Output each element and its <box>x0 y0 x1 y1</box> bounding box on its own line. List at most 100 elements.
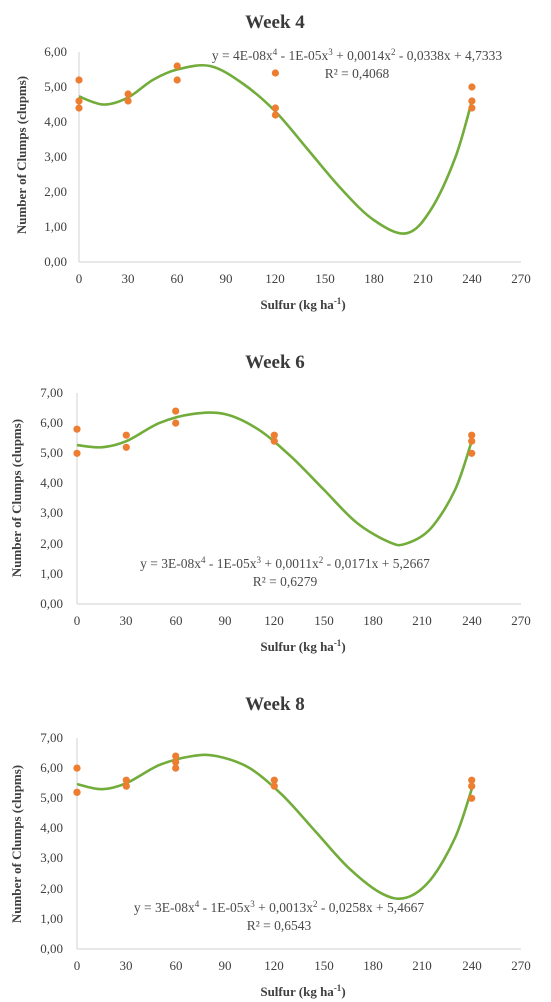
data-point <box>468 431 476 439</box>
x-tick-label: 0 <box>74 958 81 973</box>
x-tick-label: 60 <box>170 958 183 973</box>
x-axis-label: Sulfur (kg ha-1) <box>260 638 345 654</box>
x-tick-label: 30 <box>122 271 135 286</box>
data-point <box>468 437 476 445</box>
y-tick-label: 2,00 <box>44 184 67 199</box>
trendline-equation: y = 4E-08x4 - 1E-05x3 + 0,0014x2 - 0,033… <box>212 47 502 63</box>
trendline <box>76 753 473 901</box>
x-tick-label: 180 <box>363 958 383 973</box>
data-point <box>468 776 476 784</box>
data-point <box>270 431 278 439</box>
x-tick-label: 120 <box>264 958 284 973</box>
x-axis-label-close: ) <box>341 639 345 654</box>
x-tick-label: 60 <box>170 613 183 628</box>
x-axis-label-main: Sulfur (kg ha <box>260 297 334 312</box>
data-point <box>468 104 476 112</box>
data-point <box>172 758 180 766</box>
x-ticks: 0 30 60 90 120 150 180 210 240 270 <box>74 613 531 628</box>
data-point <box>172 407 180 415</box>
y-tick-label: 0,00 <box>44 254 67 269</box>
x-tick-label: 150 <box>314 958 334 973</box>
data-point <box>271 69 279 77</box>
data-point <box>468 782 476 790</box>
data-point <box>271 104 279 112</box>
y-tick-label: 5,00 <box>40 790 63 805</box>
data-point <box>122 443 130 451</box>
chart-week-6: Week 6 Number of Clumps (clupms) Sulfur … <box>9 352 531 654</box>
y-ticks: 0,00 1,00 2,00 3,00 4,00 5,00 6,00 <box>44 44 67 269</box>
x-tick-label: 210 <box>413 271 433 286</box>
y-axis-label: Number of Clumps (clupms) <box>14 76 29 234</box>
x-axis-label-main: Sulfur (kg ha <box>260 639 334 654</box>
data-point <box>73 449 81 457</box>
x-tick-label: 240 <box>462 613 482 628</box>
data-points <box>73 752 476 802</box>
x-tick-label: 0 <box>74 613 81 628</box>
data-point <box>468 97 476 105</box>
r-squared-label: R² = 0,4068 <box>325 66 390 81</box>
y-axis-label: Number of Clumps (clupms) <box>9 765 24 923</box>
data-point <box>75 76 83 84</box>
chart-title: Week 8 <box>245 694 305 715</box>
data-point <box>124 97 132 105</box>
y-tick-label: 0,00 <box>40 941 63 956</box>
x-axis-label-exponent: -1 <box>334 983 342 993</box>
y-tick-label: 6,00 <box>40 760 63 775</box>
y-tick-label: 3,00 <box>44 149 67 164</box>
x-tick-label: 90 <box>220 271 233 286</box>
y-tick-label: 6,00 <box>40 415 63 430</box>
x-tick-label: 240 <box>462 958 482 973</box>
data-point <box>173 76 181 84</box>
data-point <box>73 788 81 796</box>
data-point <box>172 764 180 772</box>
y-tick-label: 2,00 <box>40 881 63 896</box>
x-axis-label: Sulfur (kg ha-1) <box>260 296 345 312</box>
y-tick-label: 3,00 <box>40 505 63 520</box>
chart-title: Week 4 <box>245 12 305 33</box>
data-point <box>73 764 81 772</box>
r-squared-label: R² = 0,6543 <box>247 918 312 933</box>
data-point <box>122 782 130 790</box>
chart-week-4: Week 4 Number of Clumps (clupms) Sulfur … <box>14 12 531 312</box>
data-points <box>73 407 476 457</box>
y-tick-label: 1,00 <box>44 219 67 234</box>
trendline-equation: y = 3E-08x4 - 1E-05x3 + 0,0013x2 - 0,025… <box>134 899 424 915</box>
x-ticks: 0 30 60 90 120 150 180 210 240 270 <box>74 958 531 973</box>
y-ticks: 0,00 1,00 2,00 3,00 4,00 5,00 6,00 7,00 <box>40 385 63 611</box>
x-tick-label: 30 <box>120 958 133 973</box>
chart-title: Week 6 <box>245 352 305 373</box>
x-tick-label: 210 <box>412 613 432 628</box>
data-point <box>270 776 278 784</box>
x-tick-label: 60 <box>171 271 184 286</box>
data-points <box>75 62 476 119</box>
x-tick-label: 30 <box>120 613 133 628</box>
x-tick-label: 120 <box>265 271 285 286</box>
x-axis-label-close: ) <box>341 984 345 999</box>
y-tick-label: 5,00 <box>40 445 63 460</box>
y-tick-label: 2,00 <box>40 536 63 551</box>
data-point <box>270 782 278 790</box>
y-tick-label: 3,00 <box>40 850 63 865</box>
y-tick-label: 6,00 <box>44 44 67 59</box>
y-tick-label: 4,00 <box>40 475 63 490</box>
y-ticks: 0,00 1,00 2,00 3,00 4,00 5,00 6,00 7,00 <box>40 730 63 956</box>
x-axis-label-main: Sulfur (kg ha <box>260 984 334 999</box>
x-tick-label: 210 <box>412 958 432 973</box>
data-point <box>73 425 81 433</box>
data-point <box>172 419 180 427</box>
x-tick-label: 150 <box>314 613 334 628</box>
x-axis-label-exponent: -1 <box>334 638 342 648</box>
x-tick-label: 90 <box>219 958 232 973</box>
data-point <box>122 776 130 784</box>
x-tick-label: 0 <box>76 271 83 286</box>
data-point <box>173 62 181 70</box>
y-axis-label: Number of Clumps (clupms) <box>9 419 24 577</box>
x-tick-label: 150 <box>315 271 335 286</box>
data-point <box>468 449 476 457</box>
x-tick-label: 270 <box>511 271 531 286</box>
x-tick-label: 180 <box>364 271 384 286</box>
data-point <box>124 90 132 98</box>
data-point <box>122 431 130 439</box>
y-tick-label: 1,00 <box>40 566 63 581</box>
x-tick-label: 90 <box>219 613 232 628</box>
